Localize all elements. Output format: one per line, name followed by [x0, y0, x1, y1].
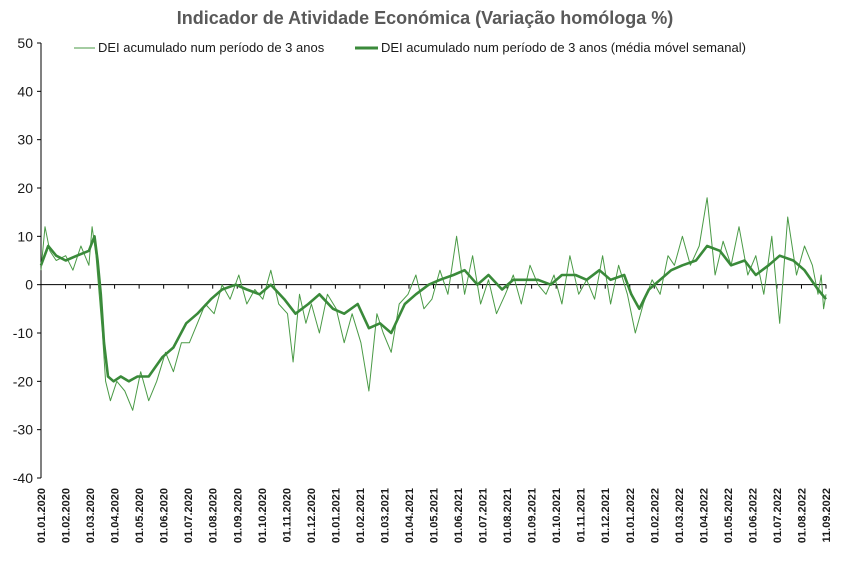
legend-label-daily: DEI acumulado num período de 3 anos [98, 40, 325, 55]
y-tick-label: -40 [13, 470, 33, 486]
x-tick-label: 01.07.2020 [183, 488, 195, 543]
x-tick-label: 01.12.2021 [600, 488, 612, 543]
series-line-weekly-average [39, 235, 828, 383]
x-tick-label: 01.08.2022 [796, 488, 808, 543]
legend-label-weekly: DEI acumulado num período de 3 anos (méd… [381, 40, 746, 55]
x-tick-label: 01.12.2020 [306, 488, 318, 543]
x-tick-label: 01.05.2020 [134, 488, 146, 543]
x-tick-label: 01.06.2021 [453, 488, 465, 543]
y-tick-label: -10 [13, 325, 33, 341]
series-line-daily [40, 197, 827, 411]
x-tick-label: 01.07.2021 [478, 488, 490, 543]
x-tick-label: 01.04.2020 [110, 488, 122, 543]
x-tick-label: 01.01.2020 [36, 488, 48, 543]
x-tick-label: 01.08.2020 [208, 488, 220, 543]
x-tick-label: 01.04.2021 [404, 488, 416, 543]
x-tick-label: 01.11.2021 [576, 488, 588, 542]
x-tick-label: 01.09.2020 [232, 488, 244, 543]
x-tick-label: 01.03.2022 [674, 488, 686, 543]
y-tick-label: -20 [13, 373, 33, 389]
y-tick-label: 50 [17, 35, 33, 51]
x-tick-label: 01.02.2022 [649, 488, 661, 543]
x-tick-label: 01.05.2021 [429, 488, 441, 543]
x-tick-label: 01.01.2022 [625, 488, 637, 543]
x-tick-label: 01.06.2020 [159, 488, 171, 543]
x-tick-label: 01.01.2021 [330, 488, 342, 543]
x-tick-label: 11.09.2022 [821, 488, 833, 542]
y-tick-label: -30 [13, 422, 33, 438]
y-tick-label: 40 [17, 83, 33, 99]
y-tick-label: 30 [17, 132, 33, 148]
y-tick-label: 0 [25, 277, 33, 293]
x-tick-label: 01.11.2020 [281, 488, 293, 542]
x-tick-label: 01.06.2022 [747, 488, 759, 543]
x-tick-label: 01.10.2021 [551, 488, 563, 543]
x-tick-label: 01.07.2022 [772, 488, 784, 543]
x-tick-label: 01.10.2020 [257, 488, 269, 543]
x-tick-label: 01.05.2022 [723, 488, 735, 543]
y-tick-label: 20 [17, 180, 33, 196]
x-tick-label: 01.02.2021 [355, 488, 367, 543]
x-tick-label: 01.08.2021 [502, 488, 514, 543]
x-tick-label: 01.02.2020 [61, 488, 73, 543]
chart-title: Indicador de Atividade Económica (Variaç… [176, 8, 674, 28]
y-tick-label: 10 [17, 228, 33, 244]
x-tick-label: 01.03.2021 [379, 488, 391, 543]
x-tick-label: 01.09.2021 [527, 488, 539, 543]
x-tick-label: 01.03.2020 [85, 488, 97, 543]
x-tick-label: 01.04.2022 [698, 488, 710, 543]
